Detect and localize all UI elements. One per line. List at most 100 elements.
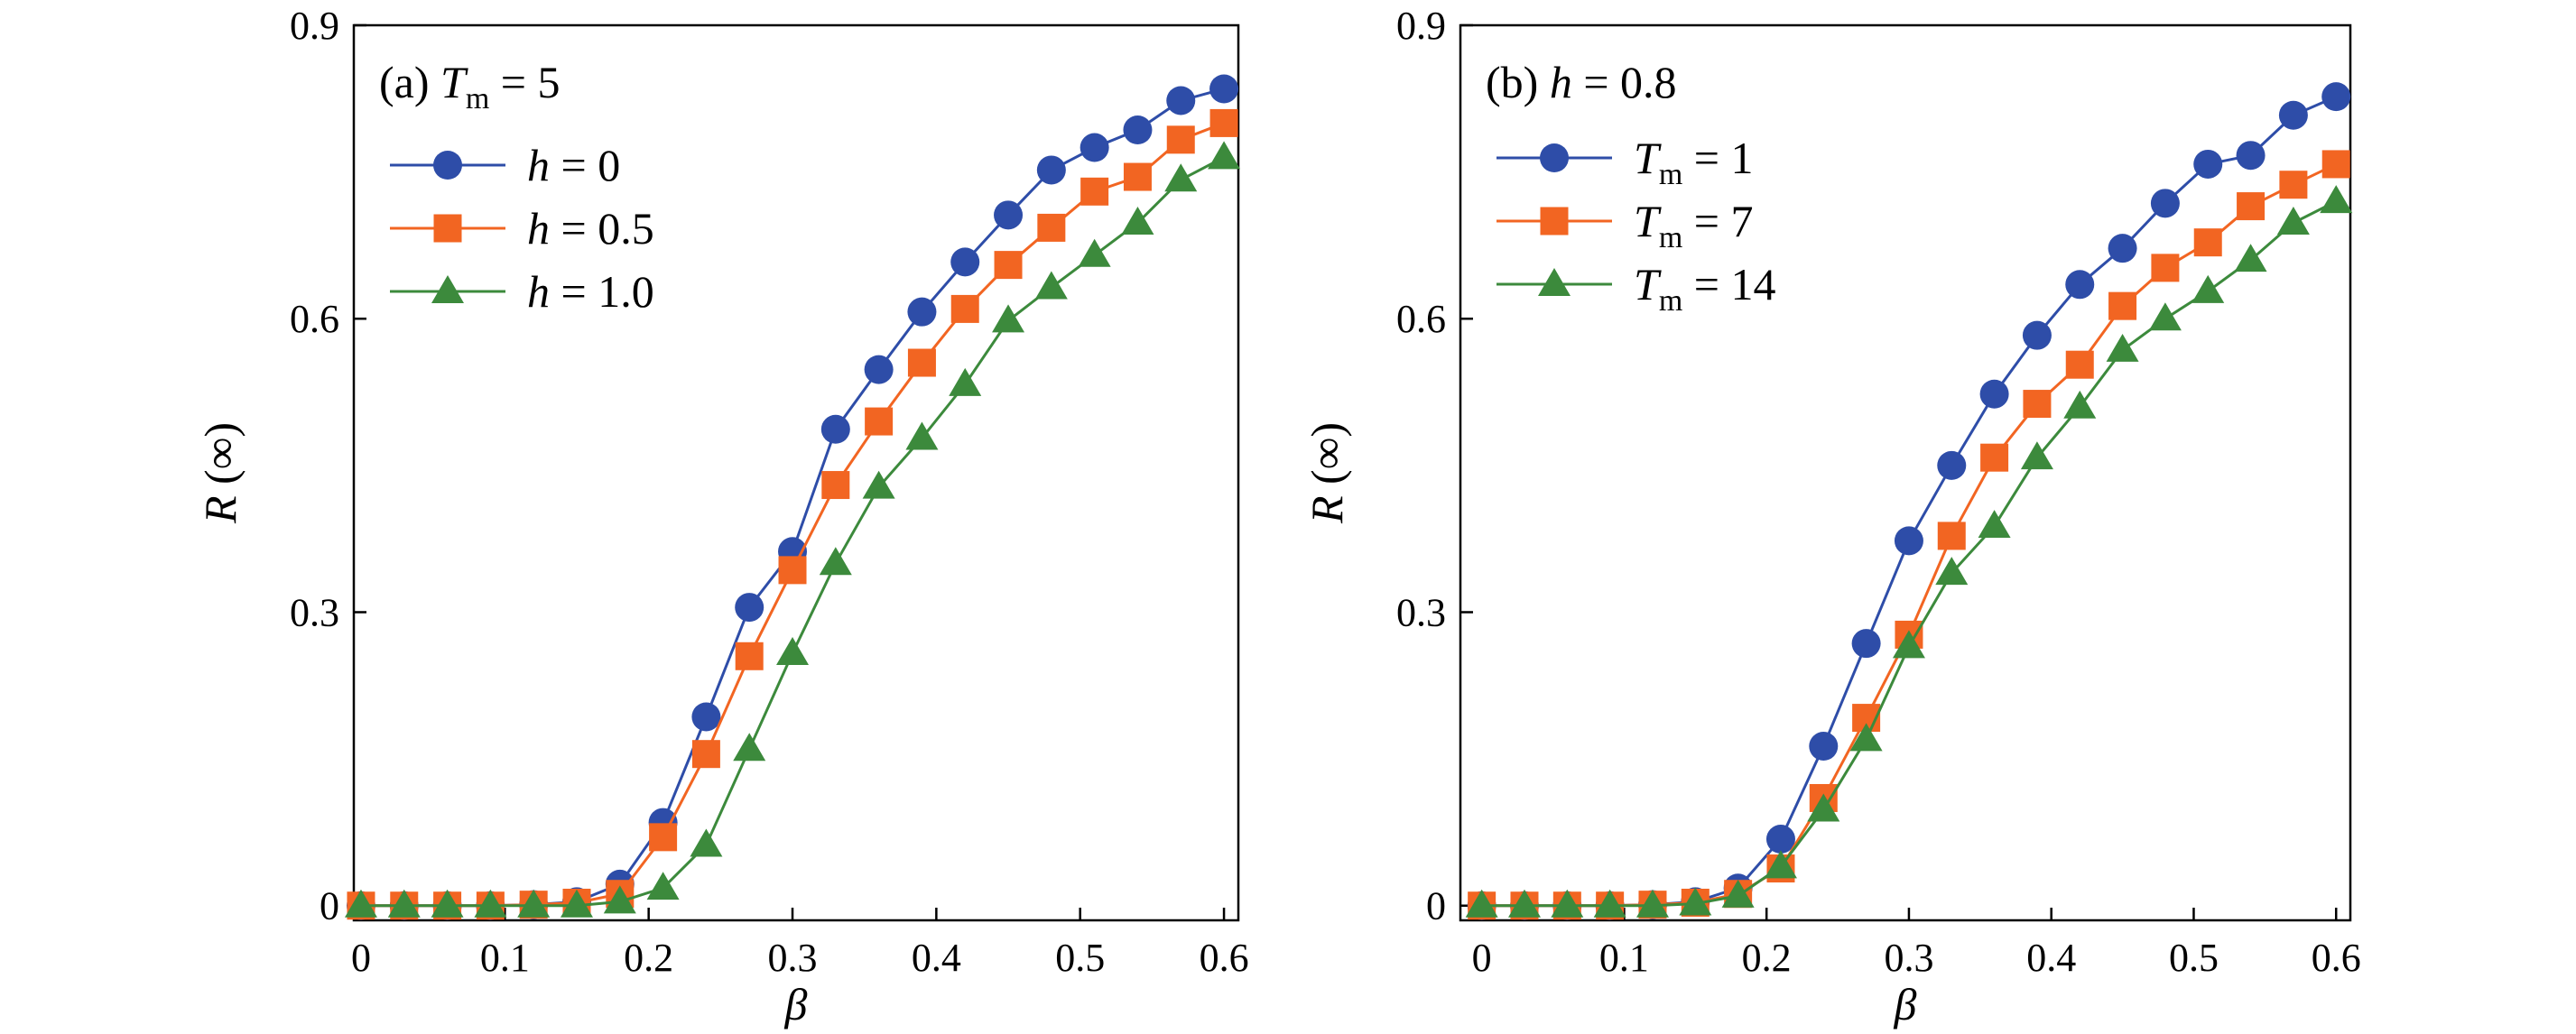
plot-frame — [352, 23, 1240, 922]
data-point — [1123, 162, 1152, 191]
legend-marker — [1538, 268, 1571, 296]
data-point — [691, 702, 721, 732]
data-point — [1123, 115, 1153, 145]
data-point — [2065, 270, 2095, 300]
data-point — [1764, 850, 1797, 879]
annotation-suffix: = 0.5 — [550, 203, 654, 254]
y-tick-label: 0.9 — [290, 4, 339, 48]
data-point — [2234, 244, 2267, 272]
x-tick-label: 0 — [1472, 936, 1492, 980]
data-point — [2279, 171, 2308, 199]
annotation-var: T — [1634, 196, 1662, 246]
annotation-suffix: = 7 — [1682, 196, 1753, 246]
data-point — [2020, 441, 2053, 470]
chart-panel-b: 0 0.1 0.2 0.3 0.4 0.5 0.6 0 0.3 0.6 0.9 β R (∞) (b) h… — [1302, 4, 2361, 1029]
data-point — [1209, 74, 1239, 104]
data-point — [821, 471, 850, 500]
x-tick-label: 0.3 — [768, 936, 818, 980]
data-point — [1892, 630, 1925, 659]
data-point — [2193, 149, 2223, 179]
annotation-var: h — [1550, 57, 1572, 107]
data-point — [2022, 320, 2052, 350]
data-point — [2321, 150, 2350, 179]
x-axis-label: β — [784, 979, 808, 1029]
data-point — [820, 414, 850, 444]
y-tick-label: 0.9 — [1396, 4, 1446, 48]
legend-label: Tm = 7 — [1634, 196, 1753, 254]
data-point — [862, 470, 895, 499]
data-point — [344, 889, 377, 918]
data-point — [2023, 390, 2052, 419]
legend-label: h = 1.0 — [527, 266, 654, 317]
data-point — [994, 251, 1023, 280]
x-tick-label: 0 — [351, 936, 371, 980]
data-point — [1765, 825, 1795, 854]
annotation-suffix: = 0 — [550, 140, 620, 190]
legend-marker — [1540, 207, 1569, 235]
data-point — [1679, 887, 1712, 916]
x-tick-label: 0.4 — [2026, 936, 2076, 980]
data-point — [864, 355, 894, 384]
x-tick-label: 0.4 — [912, 936, 961, 980]
annotation-suffix: = 5 — [489, 57, 560, 107]
annotation-var: T — [1634, 133, 1662, 183]
data-point — [1937, 522, 1966, 550]
legend: h = 0h = 0.5h = 1.0 — [390, 140, 654, 317]
x-tick-label: 0.1 — [480, 936, 530, 980]
legend-label: Tm = 1 — [1634, 133, 1753, 191]
annotation-var: T — [1634, 259, 1662, 309]
panel-annotation: (b) h = 0.8 — [1486, 57, 1677, 107]
series-line — [360, 156, 1225, 908]
data-point — [1979, 379, 2009, 409]
x-tick-label: 0.6 — [2312, 936, 2361, 980]
data-point — [1978, 510, 2011, 539]
data-point — [2191, 274, 2225, 303]
y-axis-label: R (∞) — [1302, 422, 1352, 524]
data-point — [1851, 629, 1881, 659]
y-axis-label-var: R — [1302, 495, 1352, 524]
annotation-prefix: (b) — [1486, 57, 1550, 107]
data-point — [2148, 302, 2182, 331]
data-point — [2237, 192, 2266, 221]
legend-marker — [433, 151, 462, 180]
data-point — [2065, 350, 2094, 379]
y-axis-label-arg: (∞) — [1302, 422, 1352, 495]
data-point — [776, 637, 810, 665]
x-tick-label: 0.1 — [1599, 936, 1649, 980]
x-tick-label: 0.5 — [1055, 936, 1105, 980]
y-axis-label-var: R — [195, 495, 246, 524]
legend: Tm = 1Tm = 7Tm = 14 — [1496, 133, 1775, 318]
legend-label: h = 0 — [527, 140, 620, 190]
data-point — [2236, 141, 2266, 171]
y-tick-label: 0 — [320, 884, 339, 928]
data-point — [865, 407, 894, 436]
plot-frame — [1459, 23, 2352, 922]
data-point — [517, 889, 551, 918]
data-point — [1080, 133, 1109, 162]
data-point — [1208, 141, 1241, 170]
data-point — [1551, 889, 1584, 918]
data-point — [735, 593, 764, 623]
panel-annotation: (a) Tm = 5 — [379, 57, 560, 115]
series-2 — [1465, 185, 2353, 918]
data-point — [778, 556, 807, 585]
x-tick-label: 0.3 — [1884, 936, 1933, 980]
series-line — [360, 88, 1225, 908]
data-point — [950, 247, 980, 277]
data-point — [2278, 100, 2308, 130]
data-point — [2193, 228, 2222, 257]
annotation-suffix: = 1.0 — [550, 266, 654, 317]
data-point — [735, 642, 764, 670]
data-point — [560, 889, 593, 918]
data-point — [690, 828, 723, 857]
data-point — [1037, 213, 1066, 242]
data-point — [733, 733, 766, 762]
x-axis-label: β — [1894, 979, 1917, 1029]
legend-label: Tm = 14 — [1634, 259, 1775, 318]
annotation-suffix: = 1 — [1682, 133, 1753, 183]
data-point — [1807, 793, 1840, 822]
data-point — [1078, 238, 1111, 267]
data-point — [603, 885, 636, 914]
legend-marker — [433, 214, 462, 243]
